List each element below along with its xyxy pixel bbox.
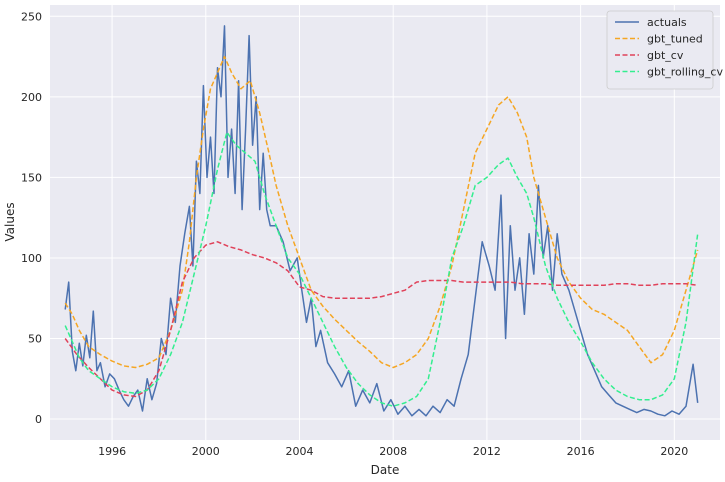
series-line-gbt-cv [64, 241, 698, 398]
series-layer [64, 25, 699, 417]
x-tick-label: 2020 [660, 445, 688, 458]
y-tick-label: 150 [21, 171, 42, 184]
y-tick-label: 200 [21, 91, 42, 104]
y-tick-label: 0 [35, 413, 42, 426]
series-line-gbt-tuned [64, 55, 699, 369]
x-tick-label: 1996 [98, 445, 126, 458]
y-axis-label: Values [3, 202, 17, 241]
x-tick-label: 2004 [285, 445, 313, 458]
y-tick-label: 100 [21, 252, 42, 265]
y-tick-label: 50 [28, 333, 42, 346]
y-tick-label: 250 [21, 10, 42, 23]
legend-label: gbt_tuned [647, 33, 703, 46]
x-axis-label: Date [371, 463, 400, 477]
legend-label: actuals [647, 16, 687, 29]
legend: actuals gbt_tuned gbt_cv gbt_rolling_cv [606, 10, 723, 90]
x-tick-label: 2008 [379, 445, 407, 458]
series-line-gbt-rolling-cv [64, 131, 699, 407]
x-tick-label: 2012 [473, 445, 501, 458]
x-tick-label: 2000 [192, 445, 220, 458]
tick-labels: 1996 2000 2004 2008 2012 2016 2020 0 50 100 150 200… [21, 10, 688, 458]
x-tick-label: 2016 [567, 445, 595, 458]
legend-box [606, 10, 714, 90]
legend-label: gbt_cv [647, 49, 684, 62]
legend-label: gbt_rolling_cv [647, 66, 723, 79]
series-line-actuals [64, 25, 699, 417]
